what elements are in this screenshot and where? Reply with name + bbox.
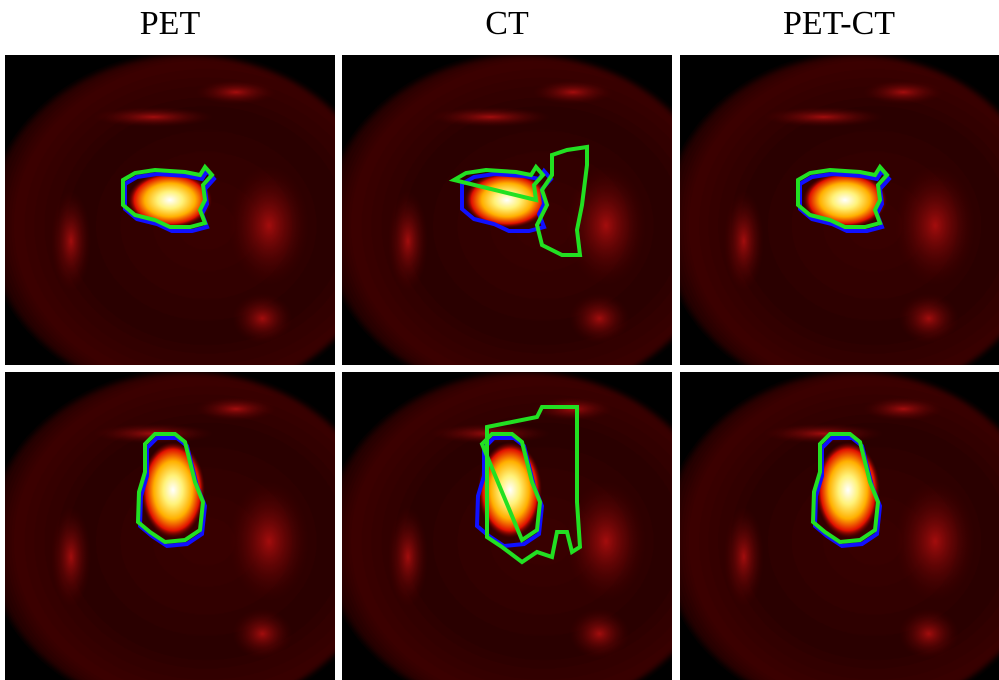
tissue-blob bbox=[569, 294, 629, 344]
column-title: CT bbox=[485, 5, 529, 42]
tissue-blob bbox=[895, 166, 975, 286]
tissue-blob bbox=[196, 80, 276, 104]
column-title: PET-CT bbox=[783, 5, 895, 42]
tissue-blob bbox=[388, 507, 428, 607]
hot-spot bbox=[816, 442, 880, 538]
tissue-blob bbox=[899, 609, 959, 659]
tissue-blob bbox=[232, 294, 292, 344]
image-panel bbox=[0, 55, 385, 396]
page: PET CT PET-CT (() => { const data = JSON… bbox=[0, 0, 999, 680]
tissue-blob bbox=[229, 166, 309, 286]
hot-spot bbox=[141, 442, 205, 538]
image-panel bbox=[326, 372, 722, 680]
tissue-blob bbox=[724, 507, 764, 607]
image bbox=[664, 55, 999, 396]
tissue-blob bbox=[229, 481, 309, 601]
image bbox=[0, 372, 385, 680]
image-panel bbox=[0, 372, 385, 680]
tissue-blob bbox=[764, 107, 884, 127]
tissue-blob bbox=[899, 294, 959, 344]
tissue-blob bbox=[388, 191, 428, 291]
tissue-blob bbox=[51, 507, 91, 607]
image-panel bbox=[326, 55, 722, 396]
tissue-blob bbox=[232, 609, 292, 659]
image bbox=[0, 55, 385, 396]
tissue-blob bbox=[895, 481, 975, 601]
image-panel bbox=[664, 55, 999, 396]
tissue-blob bbox=[533, 80, 613, 104]
tissue-blob bbox=[569, 609, 629, 659]
tissue-blob bbox=[724, 191, 764, 291]
image bbox=[326, 372, 722, 680]
tissue-blob bbox=[51, 191, 91, 291]
tissue-blob bbox=[94, 107, 214, 127]
tissue-blob bbox=[863, 397, 943, 421]
tissue-blob bbox=[431, 107, 551, 127]
figure: PET CT PET-CT bbox=[0, 0, 999, 680]
image bbox=[664, 372, 999, 680]
image bbox=[326, 55, 722, 396]
panels bbox=[0, 55, 999, 680]
image-panel bbox=[664, 372, 999, 680]
tissue-blob bbox=[863, 80, 943, 104]
tissue-blob bbox=[196, 397, 276, 421]
column-title: PET bbox=[140, 5, 201, 42]
